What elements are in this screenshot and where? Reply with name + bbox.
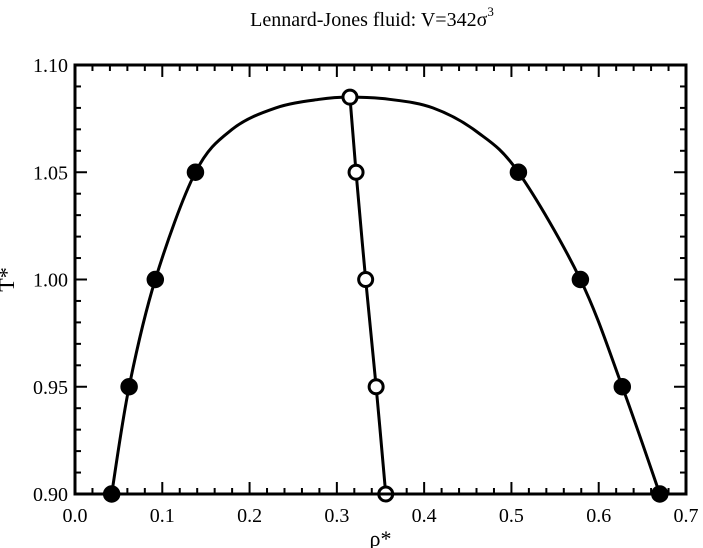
x-tick-label: 0.1 (150, 505, 175, 527)
y-axis-label: T* (0, 267, 19, 291)
y-tick-label: 0.95 (33, 377, 68, 399)
y-tick-label: 0.90 (33, 484, 68, 506)
filled-point (509, 163, 528, 181)
filled-point (146, 270, 165, 289)
points-group (102, 88, 669, 503)
x-tick-label: 0.0 (63, 505, 88, 527)
y-tick-label: 1.05 (33, 162, 68, 184)
x-tick-label: 0.3 (324, 505, 349, 527)
filled-point (613, 378, 632, 396)
x-tick-label: 0.4 (412, 505, 437, 527)
chart-title-superscript: 3 (487, 4, 494, 19)
chart-title-main: Lennard-Jones fluid: V=342σ (250, 9, 487, 31)
x-tick-label: 0.7 (674, 505, 699, 527)
chart-title: Lennard-Jones fluid: V=342σ3 (250, 4, 494, 31)
plot-frame (73, 63, 688, 496)
open-point (357, 271, 375, 288)
x-axis-label: ρ* (370, 526, 392, 548)
filled-point (571, 270, 590, 289)
ticks-group: 0.0 0.1 0.2 0.3 0.4 0.5 0.6 0.7 0.90 0.95 1.00 1.05… (33, 55, 699, 527)
open-point (347, 163, 365, 181)
x-tick-label: 0.6 (586, 505, 611, 527)
filled-point (186, 163, 205, 181)
open-point (341, 88, 359, 106)
x-tick-label: 0.5 (499, 505, 524, 527)
open-point (367, 378, 385, 396)
coexistence-curve (110, 95, 662, 495)
filled-point (120, 378, 138, 396)
y-tick-label: 1.00 (33, 270, 68, 292)
diameter-line (348, 97, 388, 495)
curves-group (110, 95, 662, 495)
y-tick-label: 1.10 (33, 55, 68, 77)
x-tick-label: 0.2 (237, 505, 262, 527)
